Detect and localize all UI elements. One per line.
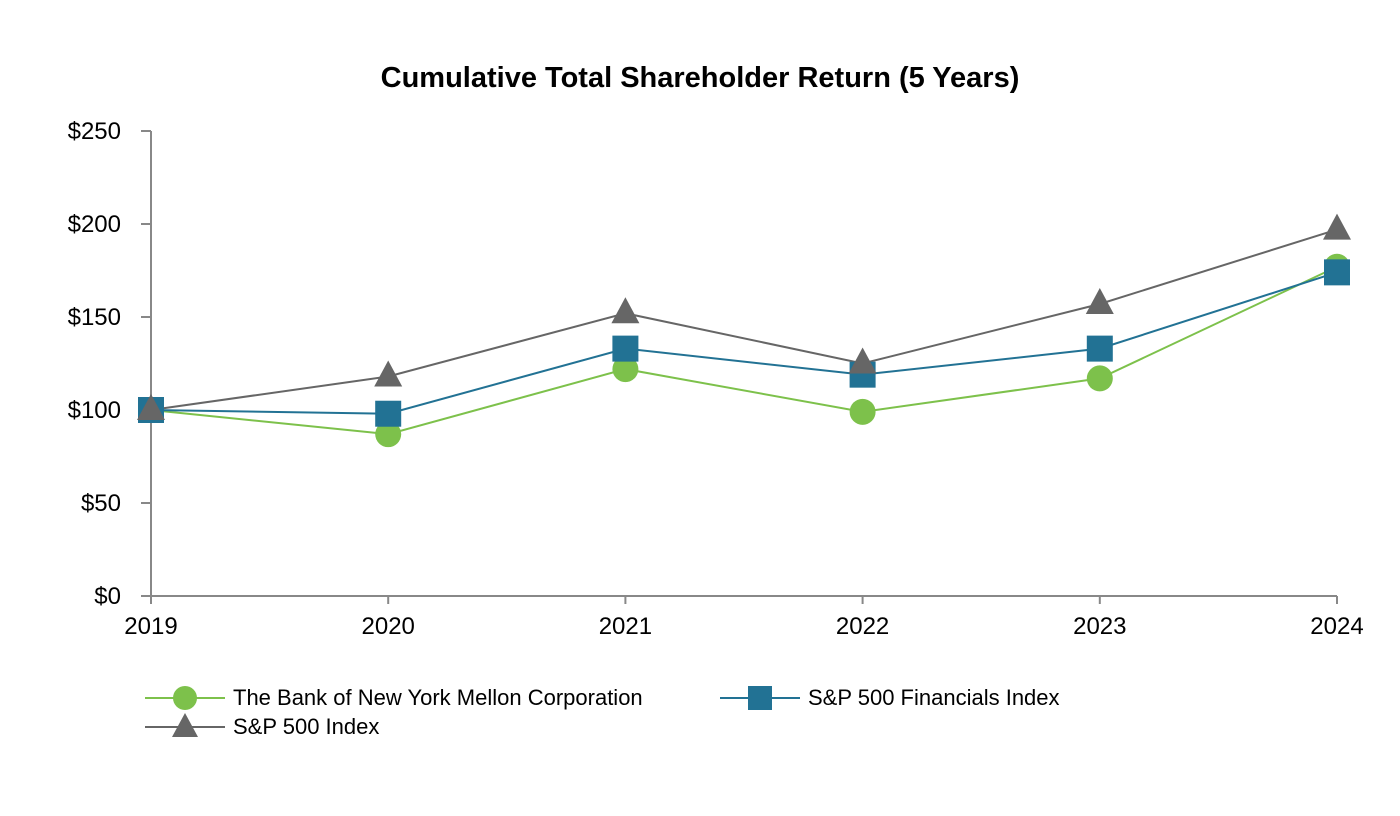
series-line-bny-mellon — [150, 265, 1338, 436]
legend: The Bank of New York Mellon Corporation … — [145, 685, 1060, 739]
x-tick-label: 2021 — [599, 613, 652, 640]
data-point-sp500-financials-2023 — [1086, 335, 1113, 362]
y-tick-label: $200 — [68, 211, 121, 238]
data-point-sp500-2023 — [1085, 287, 1114, 314]
legend-item-sp500: S&P 500 Index — [145, 713, 379, 739]
data-point-sp500-financials-2021 — [612, 335, 639, 362]
series-line-sp500-financials — [150, 271, 1338, 415]
legend-square-marker — [748, 686, 772, 710]
data-point-sp500-financials-2020 — [375, 400, 402, 427]
data-point-bny-mellon-2020 — [375, 421, 402, 448]
y-tick-label: $100 — [68, 397, 121, 424]
x-tick-label: 2024 — [1310, 613, 1363, 640]
legend-label-sp500: S&P 500 Index — [233, 714, 379, 739]
axes — [150, 131, 1337, 597]
data-point-sp500-2021 — [611, 297, 640, 324]
y-ticks: $0 $50 $100 $150 $200 $250 — [68, 118, 151, 610]
data-point-sp500-2019 — [137, 394, 165, 420]
y-tick-label: $250 — [68, 118, 121, 145]
data-point-sp500-2020 — [374, 360, 403, 387]
series-layer — [137, 213, 1351, 448]
x-tick-label: 2023 — [1073, 613, 1126, 640]
legend-triangle-marker — [172, 713, 198, 737]
legend-circle-marker — [173, 686, 197, 710]
x-tick-label: 2020 — [362, 613, 415, 640]
x-tick-label: 2019 — [124, 613, 177, 640]
legend-item-sp500-financials: S&P 500 Financials Index — [720, 685, 1060, 710]
legend-item-bny-mellon: The Bank of New York Mellon Corporation — [145, 685, 643, 710]
data-point-bny-mellon-2021 — [612, 356, 639, 383]
legend-label-sp500-financials: S&P 500 Financials Index — [808, 685, 1060, 710]
x-tick-label: 2022 — [836, 613, 889, 640]
y-tick-label: $0 — [94, 583, 121, 610]
legend-label-bny-mellon: The Bank of New York Mellon Corporation — [233, 685, 643, 710]
data-point-bny-mellon-2022 — [849, 398, 876, 425]
series-line-sp500 — [150, 228, 1338, 411]
x-ticks: 2019 2020 2021 2022 2023 2024 — [124, 596, 1364, 640]
y-tick-label: $150 — [68, 304, 121, 331]
data-point-sp500-2022 — [848, 347, 877, 374]
y-tick-label: $50 — [81, 490, 121, 517]
chart-title: Cumulative Total Shareholder Return (5 Y… — [381, 62, 1020, 94]
data-point-sp500-financials-2024 — [1324, 259, 1350, 286]
data-point-bny-mellon-2023 — [1086, 365, 1113, 392]
data-point-sp500-2024 — [1323, 213, 1351, 240]
